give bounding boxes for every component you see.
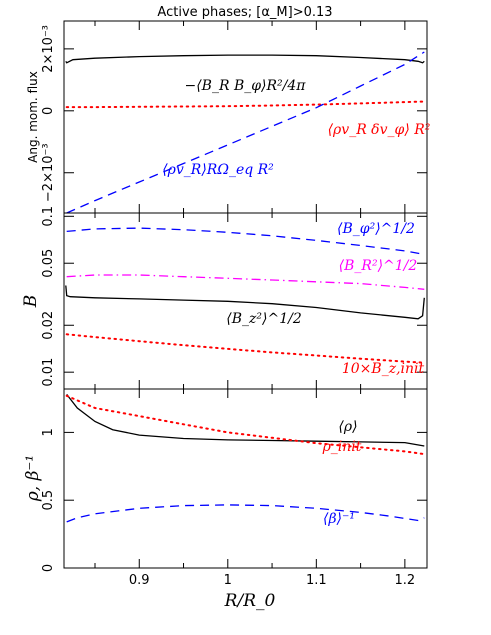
series-annotation-2-1: ⟨B_φ²⟩^1/2 xyxy=(337,221,415,237)
series-line-1-1 xyxy=(65,54,425,64)
y-tick-label: 0.02 xyxy=(41,311,56,340)
x-tick-label: 1.1 xyxy=(306,573,327,588)
panel-frame xyxy=(63,388,428,569)
series-annotation-2-2: ⟨B_R²⟩^1/2 xyxy=(339,258,418,274)
series-line-3-3 xyxy=(66,504,425,523)
series-annotation-2-4: 10×B_z,init xyxy=(342,361,425,377)
series-annotation-1-3: ⟨ρv_R⟩RΩ_eq R² xyxy=(162,162,274,178)
series-line-2-4 xyxy=(65,333,426,364)
series-line-2-3 xyxy=(65,285,425,320)
chart-title: Active phases; [α_M]>0.13 xyxy=(157,5,332,20)
y-axis-label-3: ρ, β⁻¹ xyxy=(23,455,43,502)
y-tick-label: 0 xyxy=(41,564,56,572)
series-annotation-1-2: ⟨ρv_R δv_φ⟩ R² xyxy=(328,122,431,138)
y-tick-label: 0.05 xyxy=(41,249,56,278)
y-tick-label: 0.1 xyxy=(41,206,56,227)
series-annotation-3-3: ⟨β⟩⁻¹ xyxy=(323,511,355,527)
y-axis-label-2: B xyxy=(21,295,41,309)
y-tick-label: 0.01 xyxy=(41,358,56,387)
panel-2: 0.01 0.02 0.05 0.1 xyxy=(41,206,428,390)
series-line-3-2 xyxy=(65,394,426,456)
y-tick-label: 0.5 xyxy=(41,490,56,511)
y-tick-label: −2×10⁻³ xyxy=(41,143,56,202)
panel-3: 00.51 xyxy=(41,388,428,572)
panel-frame xyxy=(63,20,428,214)
series-annotation-1-1: −⟨B_R B_φ⟩R²/4π xyxy=(184,78,306,94)
y-axis-label-1: Ang. mom. flux xyxy=(26,71,40,163)
series-line-2-2 xyxy=(66,274,425,290)
series-annotation-2-3: ⟨B_z²⟩^1/2 xyxy=(226,311,302,327)
series-line-1-2 xyxy=(65,100,426,109)
x-tick-label: 1.2 xyxy=(395,573,416,588)
y-tick-label: 2×10⁻³ xyxy=(41,25,56,73)
series-line-1-3 xyxy=(66,51,425,214)
series-line-2-1 xyxy=(66,227,425,256)
series-line-3-1 xyxy=(66,394,425,447)
panel-1: −2×10⁻³ 0 2×10⁻³ xyxy=(41,20,428,214)
y-tick-label: 1 xyxy=(41,428,56,436)
x-tick-label: 1 xyxy=(224,573,232,588)
x-tick-label: 0.9 xyxy=(129,573,150,588)
x-axis-label: R/R_0 xyxy=(224,591,276,611)
series-annotation-3-1: ⟨ρ⟩ xyxy=(338,419,357,435)
y-tick-label: 0 xyxy=(41,107,56,115)
series-annotation-3-2: ρ_init xyxy=(322,439,362,455)
